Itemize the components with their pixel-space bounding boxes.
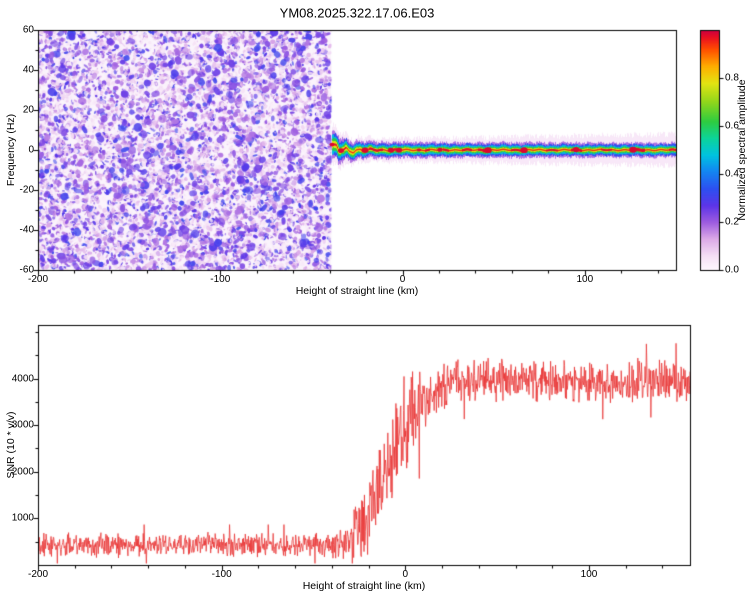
bottom-y-tick-label: 2000	[11, 466, 34, 478]
top-y-tick-label: 60	[22, 24, 34, 36]
figure-title: YM08.2025.322.17.06.E03	[279, 5, 435, 21]
colorbar-tick-label: 0.4	[725, 168, 739, 180]
top-y-tick-label: -40	[19, 224, 34, 236]
colorbar-tick-label: 0.8	[725, 72, 739, 84]
bottom-y-tick-label: 1000	[11, 512, 34, 524]
top-y-tick-label: -20	[19, 184, 34, 196]
bottom-y-tick-label: 3000	[11, 419, 34, 431]
colorbar-tick-label: 0.6	[725, 120, 739, 132]
top-y-tick-label: 0	[28, 144, 34, 156]
colorbar-tick-label: 0.0	[725, 264, 739, 276]
top-y-tick-label: 20	[22, 104, 34, 116]
colorbar-tick-label: 0.2	[725, 216, 739, 228]
top-x-tick-label: -100	[210, 274, 231, 285]
top-height-axis-label: Height of straight line (km)	[295, 285, 419, 297]
bottom-x-tick-label: 0	[402, 569, 409, 580]
top-x-tick-label: 0	[399, 274, 406, 285]
top-x-tick-label: -200	[27, 274, 49, 285]
bottom-y-tick-label: 4000	[11, 373, 34, 385]
bottom-x-tick-label: 100	[580, 569, 598, 580]
colorbar-axis-label: Normalized spectral amplitude	[736, 79, 748, 221]
frequency-axis-label: Frequency (Hz)	[5, 113, 17, 187]
top-x-tick-label: 100	[576, 274, 594, 285]
bottom-height-axis-label: Height of straight line (km)	[302, 580, 426, 592]
top-y-tick-label: -60	[19, 264, 34, 276]
bottom-x-tick-label: -100	[211, 569, 232, 580]
top-y-tick-label: 40	[22, 64, 34, 76]
bottom-x-tick-label: -200	[27, 569, 49, 580]
